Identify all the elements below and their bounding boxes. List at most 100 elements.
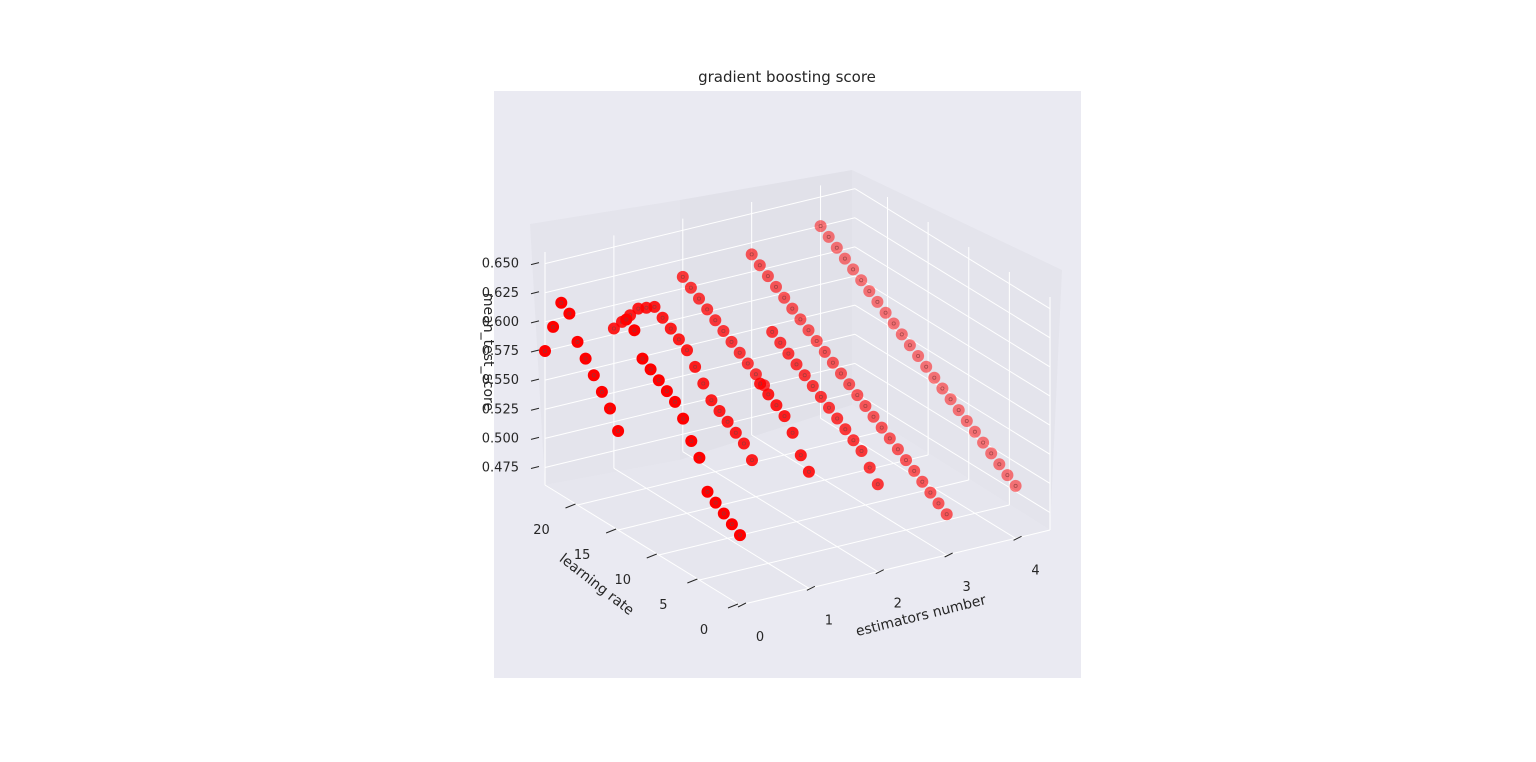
z-tick-mark: [530, 466, 540, 470]
z-tick-mark: [530, 436, 540, 440]
scatter-point: [863, 285, 876, 298]
scatter-point: [705, 394, 718, 407]
scatter-point-center: [834, 245, 839, 250]
y-grid-floor: [739, 529, 1051, 606]
scatter-point: [871, 295, 884, 308]
scatter-point-center: [827, 405, 832, 410]
x-tick-label: 1: [825, 613, 833, 628]
x-tick-label: 0: [756, 630, 764, 645]
scatter-point: [660, 385, 673, 398]
scatter-point-center: [867, 289, 872, 294]
scatter-point-center: [778, 340, 783, 345]
scatter-point-center: [685, 348, 690, 353]
z-grid-back: [544, 333, 856, 410]
scatter-point-center: [616, 428, 621, 433]
scatter-point: [924, 486, 937, 499]
scatter-point: [571, 335, 584, 348]
scatter-point-center: [656, 378, 661, 383]
scatter-point-center: [847, 382, 852, 387]
scatter-point: [798, 369, 811, 382]
scatter-point: [762, 388, 775, 401]
scatter-point: [790, 358, 803, 371]
z-tick-label: 0.625: [482, 286, 519, 301]
scatter-point: [830, 241, 843, 254]
scatter-point-center: [839, 371, 844, 376]
scatter-point: [932, 497, 945, 510]
scatter-point-center: [729, 522, 734, 527]
z-grid-right: [854, 217, 1051, 339]
scatter-point: [912, 350, 925, 362]
scatter-point-center: [932, 375, 937, 380]
scatter-point: [794, 449, 807, 462]
scatter-point: [539, 345, 551, 357]
scatter-point: [766, 325, 779, 338]
scatter-point: [774, 336, 787, 349]
scatter-point-center: [567, 311, 572, 316]
scatter-point-center: [737, 350, 742, 355]
scatter-point-center: [936, 501, 941, 506]
scatter-point: [826, 356, 839, 369]
scatter-point: [802, 324, 815, 337]
scatter-point: [604, 402, 616, 415]
scatter-point: [746, 454, 758, 467]
scatter-point-center: [794, 362, 799, 367]
scatter-point: [794, 313, 807, 326]
scatter-point: [612, 425, 625, 437]
scatter-point: [778, 291, 791, 304]
scatter-point: [701, 485, 714, 498]
scatter-point-center: [806, 469, 811, 474]
scatter-point-center: [887, 436, 892, 441]
x-tick-mark: [737, 602, 747, 608]
scatter-point-center: [591, 373, 596, 378]
y-grid-floor: [618, 454, 929, 531]
scatter-point-center: [697, 455, 702, 460]
scatter-point-center: [842, 256, 847, 261]
scatter-point-center: [802, 373, 807, 378]
scatter-point: [823, 401, 835, 414]
z-tick-label: 0.600: [482, 315, 519, 330]
scatter-point-center: [875, 299, 880, 304]
scatter-point: [664, 322, 677, 335]
scatter-point: [753, 259, 766, 272]
scatter-point: [782, 347, 795, 360]
scatter-point: [839, 423, 852, 436]
scatter-point: [672, 333, 685, 346]
scatter-point-center: [632, 328, 637, 333]
scatter-point: [977, 436, 990, 449]
scatter-point: [733, 346, 746, 359]
scatter-point: [802, 465, 815, 478]
scatter-point-center: [689, 438, 694, 443]
scatter-point: [810, 335, 823, 347]
scatter-point-center: [879, 425, 884, 430]
y-tick-mark: [727, 603, 739, 609]
scatter-point-center: [543, 348, 548, 353]
scatter-point-center: [705, 489, 710, 494]
scatter-point: [749, 368, 762, 381]
scatter-point-center: [891, 321, 896, 326]
z-tick-mark: [530, 378, 540, 382]
scatter-point-center: [830, 360, 835, 365]
scatter-point: [847, 434, 860, 447]
scatter-point-center: [765, 274, 770, 279]
scatter-point-center: [676, 337, 681, 342]
scatter-point-center: [814, 338, 819, 343]
scatter-point-center: [709, 398, 714, 403]
scatter-point: [681, 344, 693, 357]
scatter-point-center: [750, 458, 755, 463]
scatter-point: [770, 280, 782, 293]
scatter-point: [855, 274, 868, 287]
scatter-point: [713, 405, 726, 417]
scatter-point-center: [851, 438, 856, 443]
scatter-point-center: [843, 427, 848, 432]
scatter-point: [831, 412, 844, 425]
scatter-point: [754, 377, 767, 390]
scatter-point-center: [611, 326, 616, 331]
scatter-point-center: [895, 447, 900, 452]
scatter-point-center: [693, 364, 698, 369]
z-grid-right: [854, 304, 1051, 426]
scatter-point-center: [818, 394, 823, 399]
y-tick-label: 0: [700, 623, 708, 638]
scatter-point: [879, 306, 892, 319]
scatter-point-center: [721, 328, 726, 333]
